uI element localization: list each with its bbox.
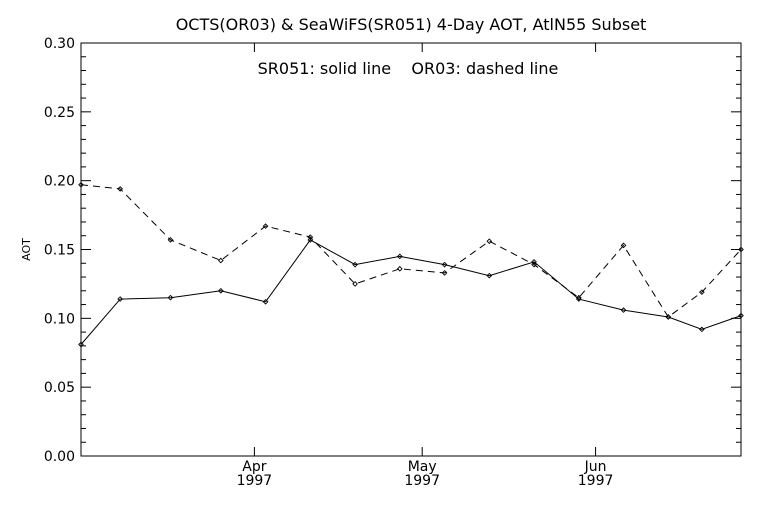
data-point <box>352 261 358 268</box>
data-point <box>78 181 84 188</box>
y-tick-label: 0.25 <box>44 105 75 121</box>
data-point <box>217 257 224 264</box>
series-sr051 <box>78 237 744 348</box>
plot-area-border <box>80 42 742 457</box>
data-point <box>699 289 705 296</box>
x-tick-month-label: May <box>408 459 437 475</box>
data-point <box>78 341 84 348</box>
data-point <box>352 281 358 287</box>
x-tick-year-label: 1997 <box>237 473 273 489</box>
data-point <box>217 287 224 294</box>
y-tick-label: 0.30 <box>44 36 75 52</box>
data-point <box>665 314 672 320</box>
x-tick-month-label: Apr <box>242 459 266 475</box>
data-point <box>531 261 537 268</box>
data-point <box>441 270 448 276</box>
series-line-or03 <box>80 184 742 318</box>
series-layer <box>78 181 744 348</box>
data-point <box>307 234 314 240</box>
data-point <box>699 326 705 333</box>
chart-title: OCTS(OR03) & SeaWiFS(SR051) 4-Day AOT, A… <box>176 15 647 34</box>
series-or03 <box>78 181 744 320</box>
x-tick-year-label: 1997 <box>578 473 614 489</box>
data-point <box>738 246 744 253</box>
data-point <box>738 312 744 319</box>
data-point <box>396 253 403 260</box>
y-tick-label: 0.10 <box>44 311 75 327</box>
series-annotation: SR051: solid line OR03: dashed line <box>258 59 559 78</box>
data-point <box>486 272 493 279</box>
x-tick-month-label: Jun <box>584 459 607 475</box>
data-point <box>262 223 269 229</box>
data-point <box>396 265 403 272</box>
x-tick-year-label: 1997 <box>404 473 440 489</box>
data-point <box>167 294 174 301</box>
data-point <box>262 298 269 305</box>
data-point <box>620 307 627 313</box>
data-point <box>486 238 493 245</box>
y-tick-label: 0.05 <box>44 380 75 396</box>
y-tick-label: 0.00 <box>44 449 75 465</box>
y-axis-label: AOT <box>20 238 33 261</box>
data-point <box>117 296 123 302</box>
data-point <box>441 261 448 268</box>
y-tick-label: 0.20 <box>44 174 75 190</box>
plot-frame <box>80 42 742 457</box>
data-point <box>575 294 582 301</box>
data-point <box>117 186 123 192</box>
y-tick-label: 0.15 <box>44 243 75 259</box>
data-point <box>167 237 174 243</box>
series-line-sr051 <box>80 239 742 345</box>
y-axis: 0.00 0.05 0.10 0.15 0.20 0.25 0.30 <box>44 36 741 465</box>
data-point <box>620 242 627 249</box>
